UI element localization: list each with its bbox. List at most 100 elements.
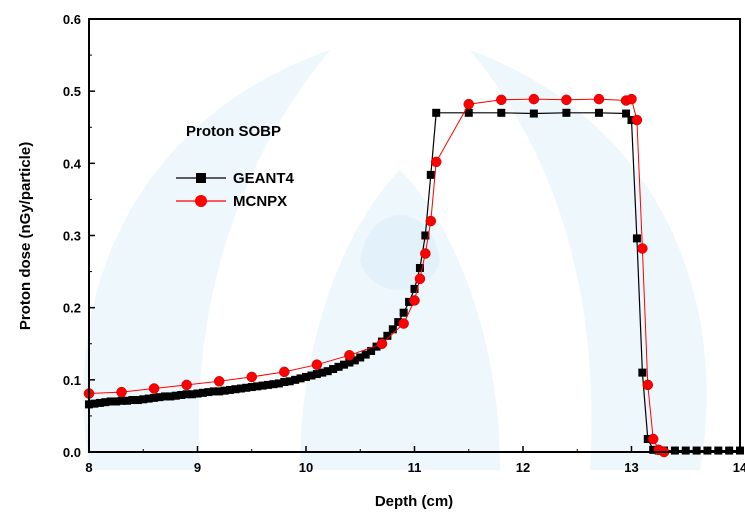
- data-point: [421, 231, 430, 240]
- chart-annotation: Proton SOBP: [186, 123, 281, 140]
- data-point: [204, 388, 213, 397]
- data-point: [269, 380, 278, 389]
- data-point: [350, 356, 359, 365]
- data-point: [213, 376, 225, 387]
- data-point: [376, 338, 388, 349]
- data-point: [133, 396, 142, 405]
- x-axis-label: Depth (cm): [375, 493, 453, 510]
- data-point: [246, 371, 257, 383]
- data-point: [344, 350, 355, 361]
- legend-label: GEANT4: [233, 170, 295, 187]
- data-point: [182, 390, 191, 399]
- data-point: [399, 308, 408, 317]
- data-point: [398, 318, 409, 329]
- data-point: [388, 325, 397, 334]
- legend-marker: [195, 195, 207, 207]
- x-tick-label: 11: [408, 460, 422, 475]
- data-point: [529, 109, 538, 118]
- y-tick-label: 0.5: [63, 84, 81, 99]
- data-point: [253, 382, 262, 391]
- y-tick-label: 0.0: [63, 445, 81, 460]
- data-point: [226, 385, 235, 394]
- data-point: [188, 390, 197, 399]
- data-point: [430, 156, 442, 168]
- data-point: [122, 396, 131, 405]
- data-point: [394, 318, 403, 327]
- axes: 8 9 10 11 12 13 14 0.0 0.1 0.2 0.3 0.4 0.5 0.6: [63, 12, 745, 475]
- data-point: [106, 397, 115, 406]
- data-point: [632, 234, 641, 243]
- x-tick-label: 12: [516, 460, 530, 475]
- data-point: [247, 383, 256, 392]
- data-point: [112, 397, 121, 406]
- data-point: [291, 375, 300, 384]
- data-point: [302, 372, 310, 381]
- data-point: [264, 380, 273, 389]
- data-point: [345, 358, 354, 367]
- data-point: [372, 342, 381, 351]
- data-point: [562, 108, 571, 117]
- data-point: [280, 377, 289, 386]
- data-point: [209, 387, 218, 396]
- data-point: [139, 395, 148, 404]
- data-point: [339, 360, 348, 369]
- data-point: [714, 446, 723, 455]
- data-point: [274, 379, 283, 388]
- x-tick-label: 8: [85, 460, 92, 475]
- data-point: [367, 346, 376, 355]
- data-point: [116, 386, 127, 398]
- data-point: [193, 389, 202, 398]
- data-point: [144, 394, 153, 403]
- data-point: [593, 93, 605, 105]
- y-tick-label: 0.3: [63, 229, 81, 244]
- data-point: [155, 393, 164, 402]
- x-tick-label: 13: [624, 460, 638, 475]
- data-point: [637, 243, 648, 254]
- data-point: [627, 116, 636, 125]
- data-point: [323, 367, 332, 376]
- data-point: [703, 446, 712, 455]
- data-point: [220, 386, 229, 395]
- legend-label: MCNPX: [233, 193, 287, 210]
- data-point: [231, 385, 240, 394]
- data-point: [361, 350, 370, 359]
- data-point: [166, 392, 175, 401]
- data-point: [215, 387, 224, 396]
- data-point: [420, 248, 431, 259]
- y-tick-label: 0.2: [63, 301, 81, 316]
- legend: GEANT4 MCNPX: [176, 170, 295, 210]
- x-tick-label: 14: [733, 460, 745, 475]
- data-point: [692, 446, 701, 455]
- data-point: [426, 170, 435, 179]
- data-point: [307, 371, 316, 380]
- y-tick-label: 0.6: [63, 12, 81, 27]
- data-point: [638, 368, 647, 377]
- x-tick-label: 9: [194, 460, 201, 475]
- data-point: [409, 295, 420, 306]
- data-point: [181, 379, 192, 391]
- x-tick-label: 10: [299, 460, 313, 475]
- data-point: [496, 94, 507, 106]
- data-point: [383, 331, 392, 340]
- data-point: [497, 108, 506, 117]
- data-point: [463, 98, 474, 110]
- data-point: [90, 399, 99, 408]
- data-point: [279, 366, 290, 378]
- data-point: [649, 445, 658, 454]
- series-geant4: [85, 108, 744, 455]
- data-point: [528, 93, 540, 105]
- data-point: [128, 396, 137, 405]
- y-axis-label: Proton dose (nGy/particle): [17, 142, 34, 330]
- y-tick-label: 0.4: [63, 156, 82, 171]
- data-point: [150, 393, 159, 402]
- y-tick-label: 0.1: [63, 373, 81, 388]
- data-point: [561, 94, 572, 106]
- watermark-shape-0: [83, 50, 330, 470]
- data-point: [432, 108, 441, 117]
- data-point: [643, 435, 652, 444]
- data-point: [594, 108, 603, 117]
- data-point: [318, 368, 327, 377]
- data-point: [415, 263, 424, 272]
